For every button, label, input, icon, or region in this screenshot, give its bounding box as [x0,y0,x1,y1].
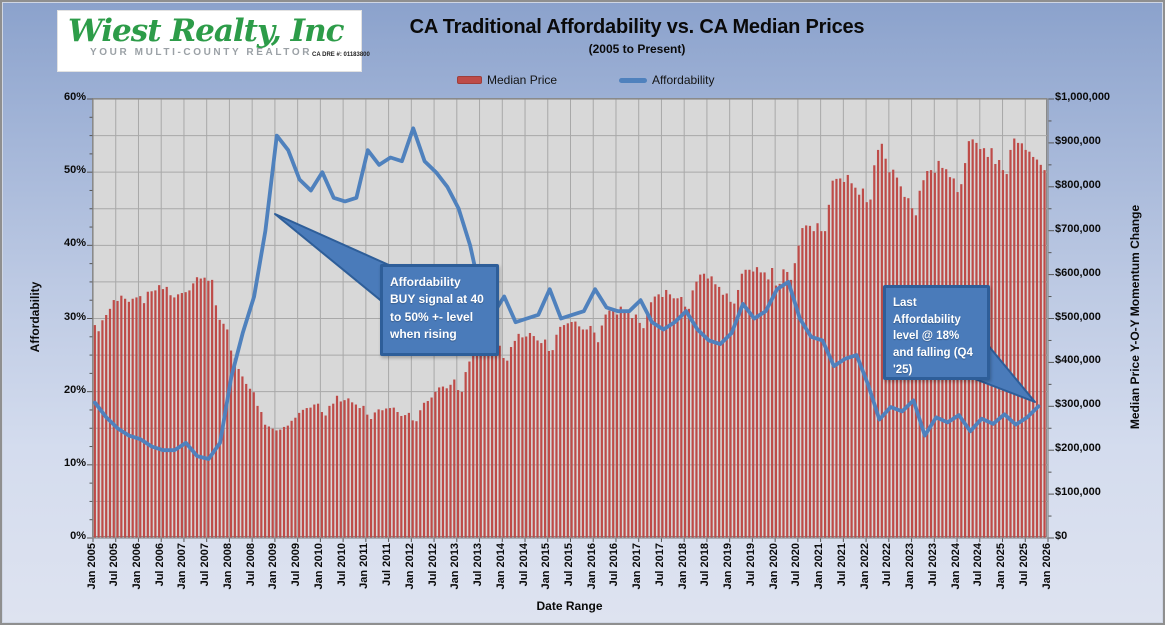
axis-tick-label: $700,000 [1055,222,1101,235]
axis-tick-label: Jan 2008 [221,543,234,590]
legend-item-median-price: Median Price [457,73,557,87]
x-axis-title: Date Range [536,599,603,613]
annotation-buy-signal: Affordability BUY signal at 40 to 50% +-… [380,264,499,356]
axis-tick-label: Jul 2019 [744,543,757,587]
logo-license-number: CA DRE #: 01183800 [312,52,370,58]
realty-logo: Wiest Realty, Inc YOUR MULTI-COUNTY REAL… [57,10,370,72]
axis-tick-label: Jan 2013 [449,543,462,590]
axis-tick-label: 60% [63,91,86,103]
logo-company-name: Wiest Realty, Inc [68,13,345,49]
axis-tick-label: Jan 2010 [312,543,325,590]
legend-label-median-price: Median Price [487,73,558,87]
axis-tick-label: Jul 2014 [517,543,530,587]
affordability-swatch [619,77,648,83]
axis-tick-label: Jul 2017 [653,543,666,587]
axis-tick-label: 50% [63,164,86,177]
legend: Median Price Affordability [457,73,715,87]
axis-tick-label: 40% [63,237,86,250]
legend-label-affordability: Affordability [652,73,715,87]
axis-tick-label: $100,000 [1055,486,1101,499]
axis-tick-label: Jul 2023 [926,543,939,587]
axis-tick-label: $0 [1055,530,1068,542]
axis-tick-label: Jan 2019 [722,543,735,590]
axis-tick-label: Jan 2009 [267,543,280,590]
axis-tick-label: Jan 2006 [130,543,143,590]
axis-tick-label: Jan 2005 [85,543,98,590]
axis-tick-label: Jan 2015 [540,543,553,590]
axis-tick-label: Jan 2023 [904,543,917,590]
axis-tick-label: Jul 2024 [972,543,985,587]
axis-tick-label: Jul 2013 [472,543,485,587]
left-axis-title: Affordability [28,281,42,353]
axis-tick-label: 10% [63,456,86,469]
axis-tick-label: Jul 2018 [699,543,712,587]
axis-tick-label: Jul 2015 [563,543,575,587]
logo-tagline: YOUR MULTI-COUNTY REALTOR [90,47,313,58]
axis-tick-label: $900,000 [1055,134,1101,147]
axis-tick-label: Jul 2022 [881,543,894,587]
legend-item-affordability: Affordability [619,73,715,87]
axis-tick-label: Jan 2018 [676,543,689,590]
chart-subtitle: (2005 to Present) [588,42,686,56]
axis-tick-label: Jul 2020 [790,543,803,587]
median-price-swatch [457,76,482,84]
logo-subline: YOUR MULTI-COUNTY REALTOR CA DRE #: 0118… [68,47,370,58]
axis-tick-label: Jul 2011 [381,543,394,586]
axis-tick-label: 30% [63,310,86,323]
annotation-last-level: Last Affordability level @ 18% and falli… [883,285,990,380]
axis-tick-label: Jan 2020 [767,543,780,590]
axis-tick-label: Jul 2025 [1017,543,1030,587]
axis-tick-label: $400,000 [1055,354,1101,367]
axis-tick-label: $200,000 [1055,442,1101,455]
axis-tick-label: $1,000,000 [1055,91,1111,103]
axis-tick-label: Jan 2007 [176,543,189,590]
chart-title: CA Traditional Affordability vs. CA Medi… [409,16,865,38]
axis-tick-label: Jul 2016 [608,543,621,587]
axis-tick-label: $800,000 [1055,178,1101,191]
axis-tick-label: Jan 2025 [995,543,1008,590]
axis-tick-label: 20% [63,383,86,396]
axis-tick-label: Jan 2017 [631,543,644,590]
axis-tick-label: $600,000 [1055,266,1101,279]
axis-tick-label: Jan 2026 [1040,543,1053,590]
axis-tick-label: $300,000 [1055,398,1101,411]
axis-tick-label: Jul 2005 [108,543,121,587]
axis-tick-label: Jan 2012 [403,543,416,590]
axis-tick-label: 0% [70,530,86,543]
axis-tick-label: Jul 2021 [835,543,848,587]
axis-tick-label: Jan 2011 [358,543,371,589]
axis-tick-label: Jan 2021 [813,543,826,590]
axis-tick-label: Jan 2014 [494,543,507,590]
axis-tick-label: Jul 2007 [199,543,212,587]
axis-tick-label: $500,000 [1055,310,1101,323]
axis-tick-label: Jul 2008 [244,543,257,587]
axis-tick-label: Jan 2024 [949,543,962,590]
axis-tick-label: Jul 2006 [153,543,166,587]
axis-tick-label: Jan 2022 [858,543,871,590]
axis-tick-label: Jul 2009 [290,543,303,587]
axis-tick-label: Jan 2016 [585,543,598,590]
axis-tick-label: Jul 2012 [426,543,439,587]
axis-tick-label: Jul 2010 [335,543,348,587]
